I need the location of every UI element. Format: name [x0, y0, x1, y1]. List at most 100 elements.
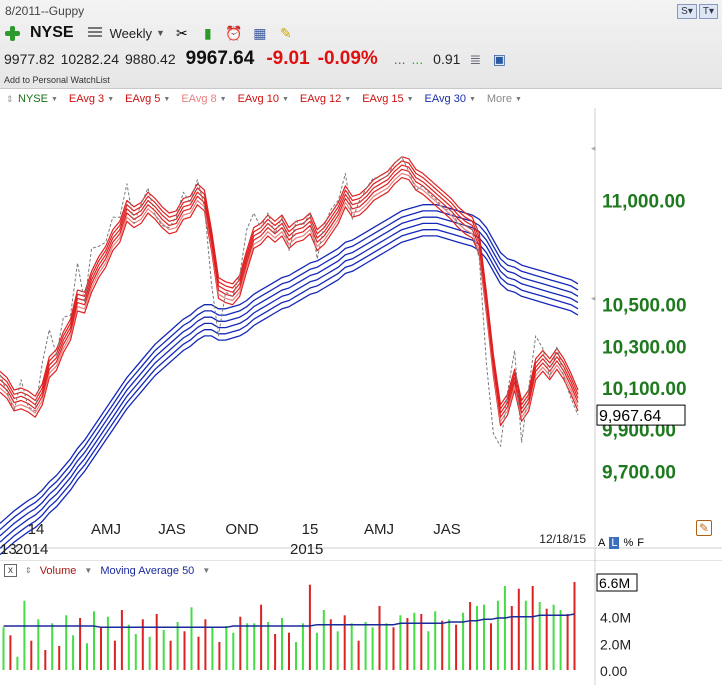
indicator-item[interactable]: More ▼ [487, 93, 522, 105]
scale-arith[interactable]: A [598, 537, 606, 549]
scale-fit[interactable]: F [637, 537, 644, 549]
indicator-item[interactable]: EAvg 3 ▼ [69, 93, 114, 105]
chevron-down-icon[interactable]: ▼ [219, 95, 227, 103]
alarm-icon[interactable]: ⏰ [225, 24, 243, 41]
list-icon[interactable] [87, 27, 102, 39]
volume-bar [155, 614, 158, 670]
chevron-down-icon[interactable]: ▼ [163, 95, 171, 103]
scale-options: A L % F [598, 537, 644, 549]
indicator-item[interactable]: EAvg 8 ▼ [181, 93, 226, 105]
indicator-label[interactable]: EAvg 15 [362, 93, 404, 105]
volume-bar [434, 611, 437, 670]
volume-bar [232, 632, 235, 670]
volume-bar [566, 614, 569, 670]
volume-bar [44, 650, 47, 670]
volume-bar [127, 624, 130, 670]
volume-bar [378, 606, 381, 670]
volume-bar [455, 624, 458, 670]
scale-log[interactable]: L [609, 537, 620, 549]
volume-bar [496, 600, 499, 670]
indicator-bar: ⇕ NYSE ▼ EAvg 3 ▼ EAvg 5 ▼ EAvg 8 ▼ EAvg 10 ▼ EAvg … [0, 90, 522, 108]
volume-bar [531, 586, 534, 670]
volume-bar [301, 623, 304, 670]
indicator-item[interactable]: EAvg 5 ▼ [125, 93, 170, 105]
volume-legend: x ⇕ Volume ▼ Moving Average 50 ▼ [4, 564, 210, 577]
chevron-down-icon[interactable]: ▼ [84, 566, 93, 575]
indicator-label[interactable]: EAvg 30 [424, 93, 466, 105]
expand-icon[interactable]: ⇕ [25, 566, 32, 575]
y-tick-label: 11,000.00 [602, 192, 685, 213]
volume-bar [86, 643, 88, 670]
volume-bar [267, 622, 270, 670]
close-icon[interactable]: x [4, 564, 17, 577]
volume-bar [58, 646, 61, 670]
indicator-item[interactable]: EAvg 30 ▼ [425, 93, 476, 105]
chevron-down-icon[interactable]: ▼ [406, 95, 414, 103]
chart-list-name[interactable]: 8/2011--Guppy [5, 4, 85, 18]
volume-bar [93, 611, 95, 670]
volume-label[interactable]: Volume [39, 564, 77, 577]
volume-bar [329, 619, 332, 670]
volume-bar [336, 631, 339, 670]
indicator-label[interactable]: EAvg 8 [181, 93, 217, 105]
volume-bar [295, 642, 297, 670]
ma-label[interactable]: Moving Average 50 [100, 564, 195, 577]
volume-bar [246, 623, 249, 670]
chevron-down-icon[interactable]: ▼ [281, 95, 289, 103]
high-price: 10282.24 [60, 51, 120, 67]
indicator-label[interactable]: EAvg 5 [125, 93, 161, 105]
period-select[interactable]: Weekly [109, 25, 152, 41]
chevron-down-icon[interactable]: ▼ [155, 28, 165, 38]
volume-bar [510, 606, 513, 670]
candles-icon[interactable]: ▮ [204, 24, 212, 41]
volume-bar [308, 584, 311, 670]
volume-bar [72, 635, 75, 670]
price-chart[interactable]: 11,000.00 10,500.00 10,300.00 10,100.00 9,90… [0, 108, 722, 560]
indicator-label[interactable]: EAvg 10 [237, 93, 279, 105]
chevron-down-icon[interactable]: ▼ [107, 95, 115, 103]
chevron-down-icon[interactable]: ▼ [514, 95, 522, 103]
note-icon[interactable]: ✎ [280, 24, 292, 41]
database-icon[interactable]: ≣ [469, 51, 482, 67]
volume-bar [51, 623, 54, 670]
tools-button[interactable]: T▾ [698, 4, 718, 19]
indicator-label[interactable]: EAvg 12 [299, 93, 342, 105]
symbol-name[interactable]: NYSE [30, 24, 74, 41]
date-label: 12/18/15 [539, 532, 586, 546]
volume-bar [552, 604, 555, 670]
volume-bar [274, 634, 277, 670]
y-tick-label: 9,700.00 [602, 462, 676, 483]
top-right-buttons: S▾ T▾ [677, 4, 718, 19]
chevron-down-icon[interactable]: ▼ [50, 95, 58, 103]
indicator-item[interactable]: EAvg 12 ▼ [300, 93, 351, 105]
share-button[interactable]: S▾ [677, 4, 697, 19]
volume-chart[interactable]: 4.0M 2.0M 0.00 6.6M [0, 560, 722, 685]
volume-bar [37, 619, 40, 670]
save-icon[interactable]: ▣ [492, 51, 507, 67]
indicator-item[interactable]: EAvg 15 ▼ [362, 93, 413, 105]
chevron-down-icon[interactable]: ▼ [468, 95, 476, 103]
x-tick-label: JAS [433, 521, 461, 538]
indicator-item[interactable]: EAvg 10 ▼ [238, 93, 289, 105]
tools-icon[interactable]: ✂ [176, 24, 188, 41]
add-symbol-icon[interactable] [4, 25, 20, 41]
add-to-watchlist-link[interactable]: Add to Personal WatchList [4, 75, 110, 85]
scale-percent[interactable]: % [623, 537, 634, 549]
indicator-label[interactable]: NYSE [18, 93, 48, 105]
expand-icon[interactable]: ⇕ [6, 93, 14, 104]
volume-bar [517, 588, 520, 670]
indicator-label[interactable]: EAvg 3 [68, 93, 105, 105]
chevron-down-icon[interactable]: ▼ [344, 95, 352, 103]
indicator-label[interactable]: More [486, 93, 512, 105]
short-ema-line [0, 156, 579, 406]
indicator-item[interactable]: ⇕ NYSE ▼ [6, 93, 58, 105]
calculator-icon[interactable]: ▦ [253, 24, 267, 41]
volume-bar [462, 612, 465, 670]
last-value-label: 9,967.64 [599, 408, 661, 425]
pencil-icon[interactable]: ✎ [696, 520, 712, 536]
volume-bar [448, 619, 451, 670]
volume-bar [106, 616, 109, 670]
volume-bar [204, 619, 207, 670]
volume-bar [253, 623, 256, 670]
chevron-down-icon[interactable]: ▼ [202, 566, 211, 575]
